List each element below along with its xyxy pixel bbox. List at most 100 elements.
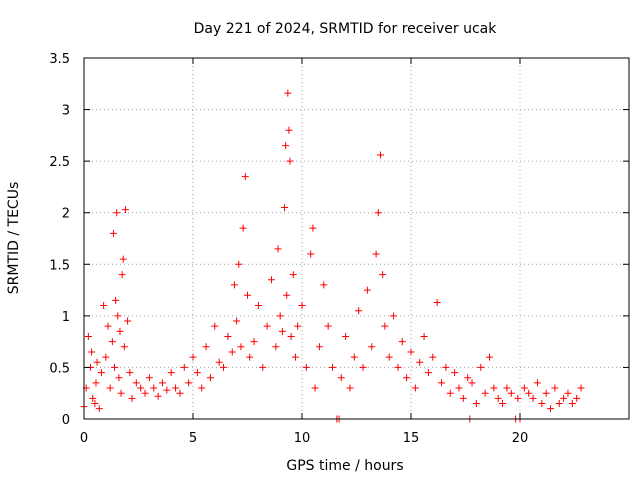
data-point <box>121 206 129 214</box>
data-point <box>158 379 166 387</box>
data-point <box>320 281 328 289</box>
data-point <box>193 369 201 377</box>
data-point <box>525 389 533 397</box>
data-point <box>411 384 419 392</box>
data-point <box>233 317 241 325</box>
data-point <box>547 405 555 413</box>
data-point <box>577 384 585 392</box>
data-point <box>298 302 306 310</box>
data-point <box>472 400 480 408</box>
data-point <box>282 142 290 150</box>
data-point <box>555 400 563 408</box>
data-point <box>141 389 149 397</box>
data-point <box>180 363 188 371</box>
data-point <box>494 394 502 402</box>
data-point <box>118 271 126 279</box>
data-point <box>420 332 428 340</box>
data-point <box>102 353 110 361</box>
data-point <box>374 209 382 217</box>
data-point <box>403 374 411 382</box>
x-tick-labels: 0 5 10 15 20 <box>80 431 528 446</box>
data-point <box>346 384 354 392</box>
data-point <box>150 384 158 392</box>
data-point <box>464 374 472 382</box>
x-tick-label: 5 <box>189 431 197 446</box>
data-point <box>124 317 132 325</box>
x-tick-label: 0 <box>80 431 88 446</box>
data-point <box>307 250 315 258</box>
data-point <box>237 343 245 351</box>
data-point <box>542 389 550 397</box>
data-point <box>93 358 101 366</box>
data-point <box>137 384 145 392</box>
data-point <box>551 384 559 392</box>
data-point <box>368 343 376 351</box>
data-point <box>250 338 258 346</box>
data-point <box>128 394 136 402</box>
y-axis-label: SRMTID / TECUs <box>6 182 22 295</box>
data-point <box>246 353 254 361</box>
data-point <box>379 271 387 279</box>
x-axis-label: GPS time / hours <box>286 458 403 474</box>
data-point <box>560 394 568 402</box>
data-point <box>220 363 228 371</box>
data-point <box>239 224 247 232</box>
data-point <box>394 363 402 371</box>
data-point <box>533 379 541 387</box>
data-point <box>294 322 302 330</box>
data-point <box>376 151 384 159</box>
data-point <box>281 204 289 212</box>
data-point <box>350 353 358 361</box>
y-tick-label: 0 <box>62 413 70 428</box>
y-tick-label: 3 <box>62 104 70 119</box>
data-point <box>381 322 389 330</box>
data-point <box>167 369 175 377</box>
data-point <box>477 363 485 371</box>
data-point <box>97 369 105 377</box>
data-point <box>429 353 437 361</box>
data-point <box>538 400 546 408</box>
data-point <box>315 343 323 351</box>
data-point <box>202 343 210 351</box>
data-point <box>285 126 293 134</box>
data-point <box>163 386 171 394</box>
data-point <box>145 374 153 382</box>
data-point <box>286 157 294 165</box>
data-point <box>224 332 232 340</box>
data-point <box>119 255 127 263</box>
y-tick-label: 2 <box>62 207 70 222</box>
data-point <box>287 332 295 340</box>
data-point <box>259 363 267 371</box>
data-point <box>244 291 251 299</box>
data-point <box>568 400 576 408</box>
data-point <box>132 379 140 387</box>
data-point <box>438 379 446 387</box>
x-tick-label: 15 <box>403 431 420 446</box>
data-point <box>499 400 507 408</box>
data-point <box>309 224 317 232</box>
data-point <box>91 400 99 408</box>
y-tick-label: 0.5 <box>49 361 70 376</box>
data-point <box>529 394 537 402</box>
data-point <box>342 332 350 340</box>
x-tick-label: 20 <box>512 431 529 446</box>
data-point <box>459 394 467 402</box>
data-point <box>407 348 415 356</box>
data-point <box>198 384 206 392</box>
data-point <box>116 327 124 335</box>
data-point <box>235 260 243 268</box>
y-tick-label: 1.5 <box>49 258 70 273</box>
data-point <box>329 363 337 371</box>
data-point <box>446 389 454 397</box>
data-point <box>468 379 476 387</box>
data-point <box>189 353 197 361</box>
data-point <box>111 363 119 371</box>
y-tick-label: 2.5 <box>49 155 70 170</box>
y-tick-labels: 0 0.5 1 1.5 2 2.5 3 3.5 <box>49 52 70 428</box>
data-point <box>302 363 310 371</box>
data-point <box>573 394 581 402</box>
data-point <box>416 358 424 366</box>
data-point <box>211 322 219 330</box>
data-point <box>276 312 284 320</box>
data-points <box>80 89 585 423</box>
